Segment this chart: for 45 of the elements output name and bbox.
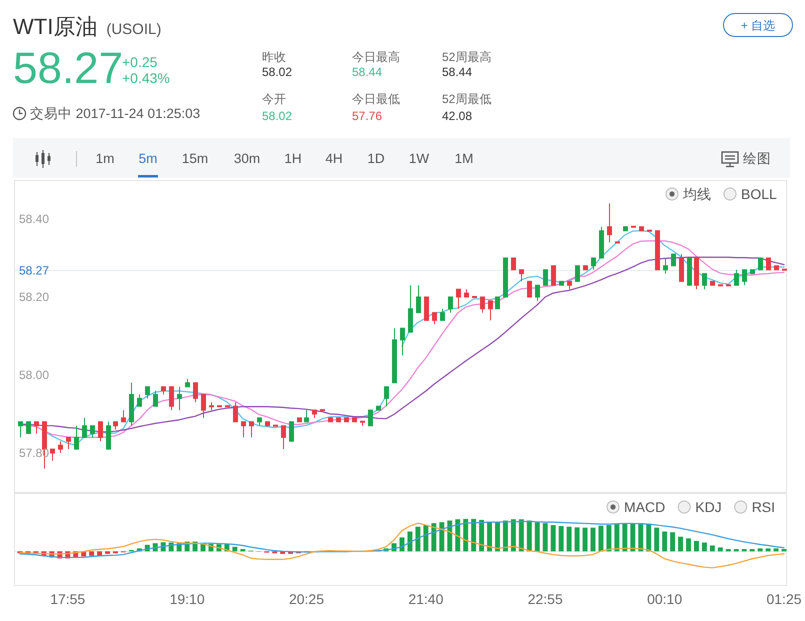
text: 1M (454, 151, 474, 166)
annotation: BOLL (741, 186, 778, 202)
x-tick-label: 21:40 (408, 591, 444, 607)
ref-line-label: 58.27 (19, 264, 50, 278)
text: 1m (96, 151, 114, 166)
y-tick-label: 58.40 (19, 212, 50, 226)
text: 58.02 (262, 109, 292, 123)
text: 1H (284, 151, 302, 166)
x-tick-label: 01:25 (766, 591, 802, 607)
x-tick-label: 20:25 (288, 591, 324, 607)
text: 15m (182, 151, 208, 166)
text: + 自选 (740, 18, 776, 32)
text: 1D (367, 151, 385, 166)
text: 58.44 (442, 65, 472, 79)
text: 52周最低 (442, 92, 492, 106)
y-tick-label: 58.00 (19, 368, 50, 382)
text: 57.76 (352, 109, 382, 123)
text: 52周最高 (442, 50, 492, 64)
y-tick-label: 58.20 (19, 290, 50, 304)
text: 4H (325, 151, 343, 166)
text: +0.25 (122, 54, 158, 70)
text: 今日最高 (352, 50, 400, 64)
annotation: 均线 (682, 186, 711, 202)
text: 绘图 (743, 151, 771, 166)
x-tick-label: 19:10 (170, 591, 205, 607)
text: MACD (624, 499, 666, 515)
x-tick-label: 22:55 (528, 591, 563, 607)
text: 交易中 2017-11-24 01:25:03 (30, 106, 200, 121)
text: KDJ (695, 499, 722, 515)
text: 42.08 (442, 109, 472, 123)
text: (USOIL) (106, 21, 162, 38)
text: 1W (408, 151, 430, 166)
x-tick-label: 00:10 (647, 591, 682, 607)
text: 58.27 (13, 44, 124, 93)
text: +0.43% (122, 70, 170, 86)
text: 昨收 (262, 50, 286, 64)
text: RSI (752, 499, 776, 515)
text: 30m (234, 151, 260, 166)
text: 今开 (262, 92, 286, 106)
text: 58.44 (352, 65, 382, 79)
text: 今日最低 (352, 92, 400, 106)
text: WTI原油 (13, 14, 98, 39)
x-tick-label: 17:55 (50, 591, 86, 607)
text: 5m (138, 151, 158, 166)
text: 58.02 (262, 65, 292, 79)
